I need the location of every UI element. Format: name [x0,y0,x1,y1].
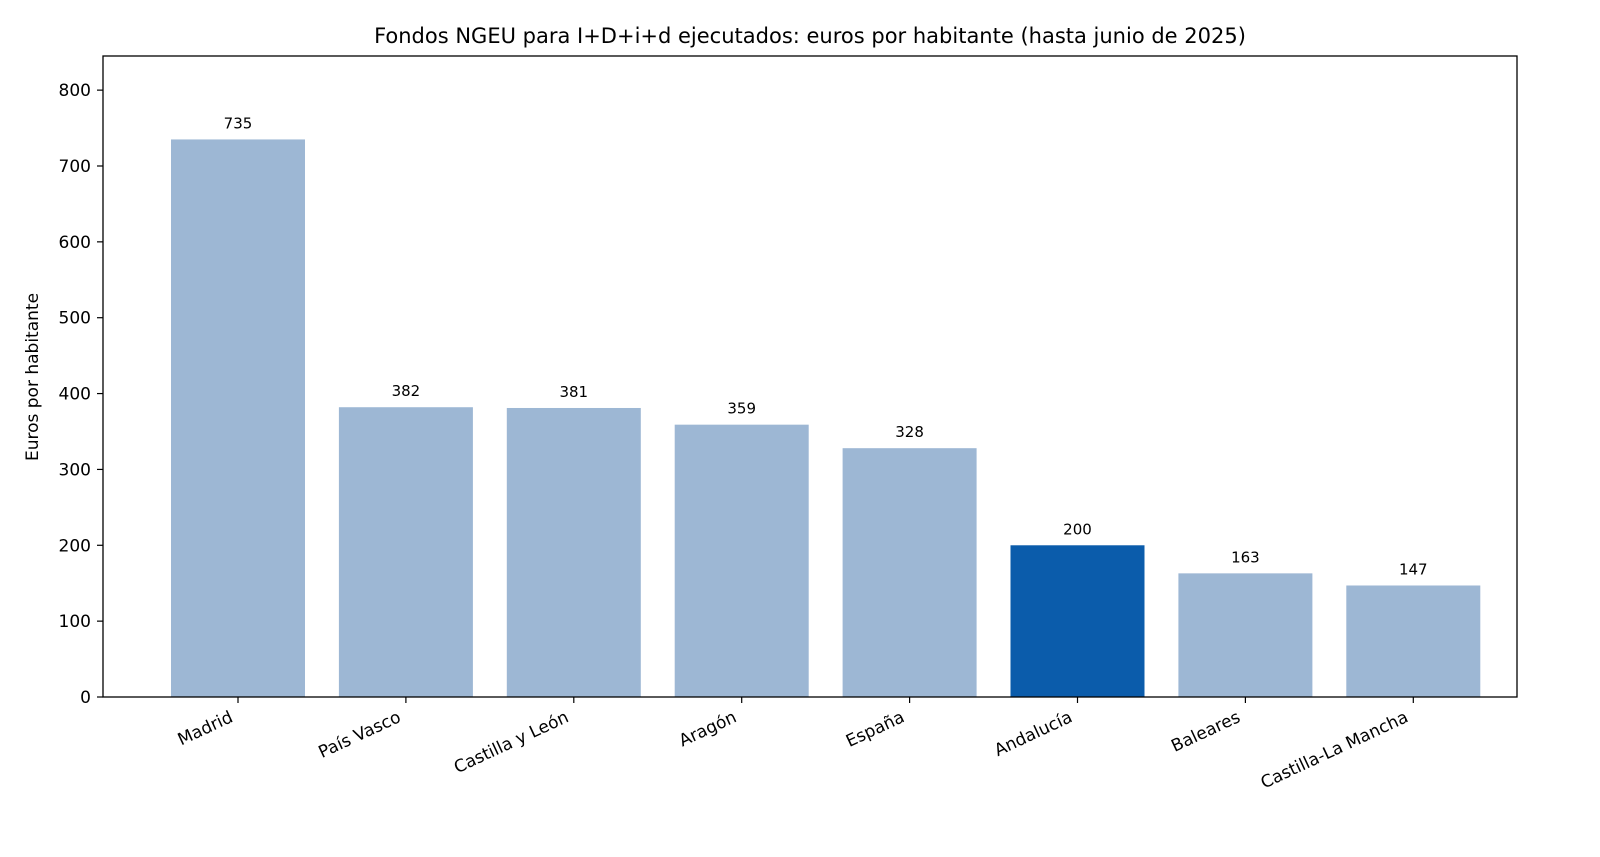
y-tick-label: 400 [59,385,91,405]
y-tick-label: 700 [59,157,91,177]
data-label: 381 [559,383,588,401]
bar-0 [171,139,305,697]
data-label: 359 [727,400,756,418]
y-axis-ticks: 0 100 200 300 400 500 600 700 800 [59,81,103,708]
data-labels: 735 382 381 359 328 200 163 147 [224,114,1428,578]
bars [171,139,1481,697]
bar-3 [674,424,809,697]
y-tick-label: 500 [59,309,91,329]
plot-frame [102,55,1518,698]
x-tick-label: Baleares [1168,707,1243,756]
data-label: 147 [1399,560,1428,578]
x-tick-label: Castilla-La Mancha [1258,707,1412,793]
bar-6 [1178,573,1313,697]
data-label: 382 [392,382,421,400]
bar-2 [506,407,641,697]
data-label: 735 [224,114,253,132]
x-tick-label: Madrid [175,707,236,750]
y-tick-label: 100 [59,612,91,632]
y-tick-label: 300 [59,460,91,480]
x-tick-label: España [843,707,908,751]
y-tick-label: 200 [59,536,91,556]
y-tick-label: 0 [80,688,91,708]
bar-4 [842,448,977,697]
x-tick-label: Aragón [676,707,740,751]
data-label: 200 [1063,520,1092,538]
y-tick-label: 600 [59,233,91,253]
data-label: 163 [1231,548,1260,566]
x-tick-label: Andalucía [991,707,1075,760]
bar-5 [1010,545,1145,697]
x-axis-ticks: Madrid País Vasco Castilla y León Aragón Esp… [175,697,1414,793]
y-axis-label: Euros por habitante [23,293,43,461]
x-tick-label: Castilla y León [451,707,572,778]
data-label: 328 [895,423,924,441]
chart-title: Fondos NGEU para I+D+i+d ejecutados: eur… [374,24,1246,48]
bar-7 [1346,585,1481,697]
y-tick-label: 800 [59,81,91,101]
x-tick-label: País Vasco [316,707,404,762]
bar-1 [338,407,473,697]
